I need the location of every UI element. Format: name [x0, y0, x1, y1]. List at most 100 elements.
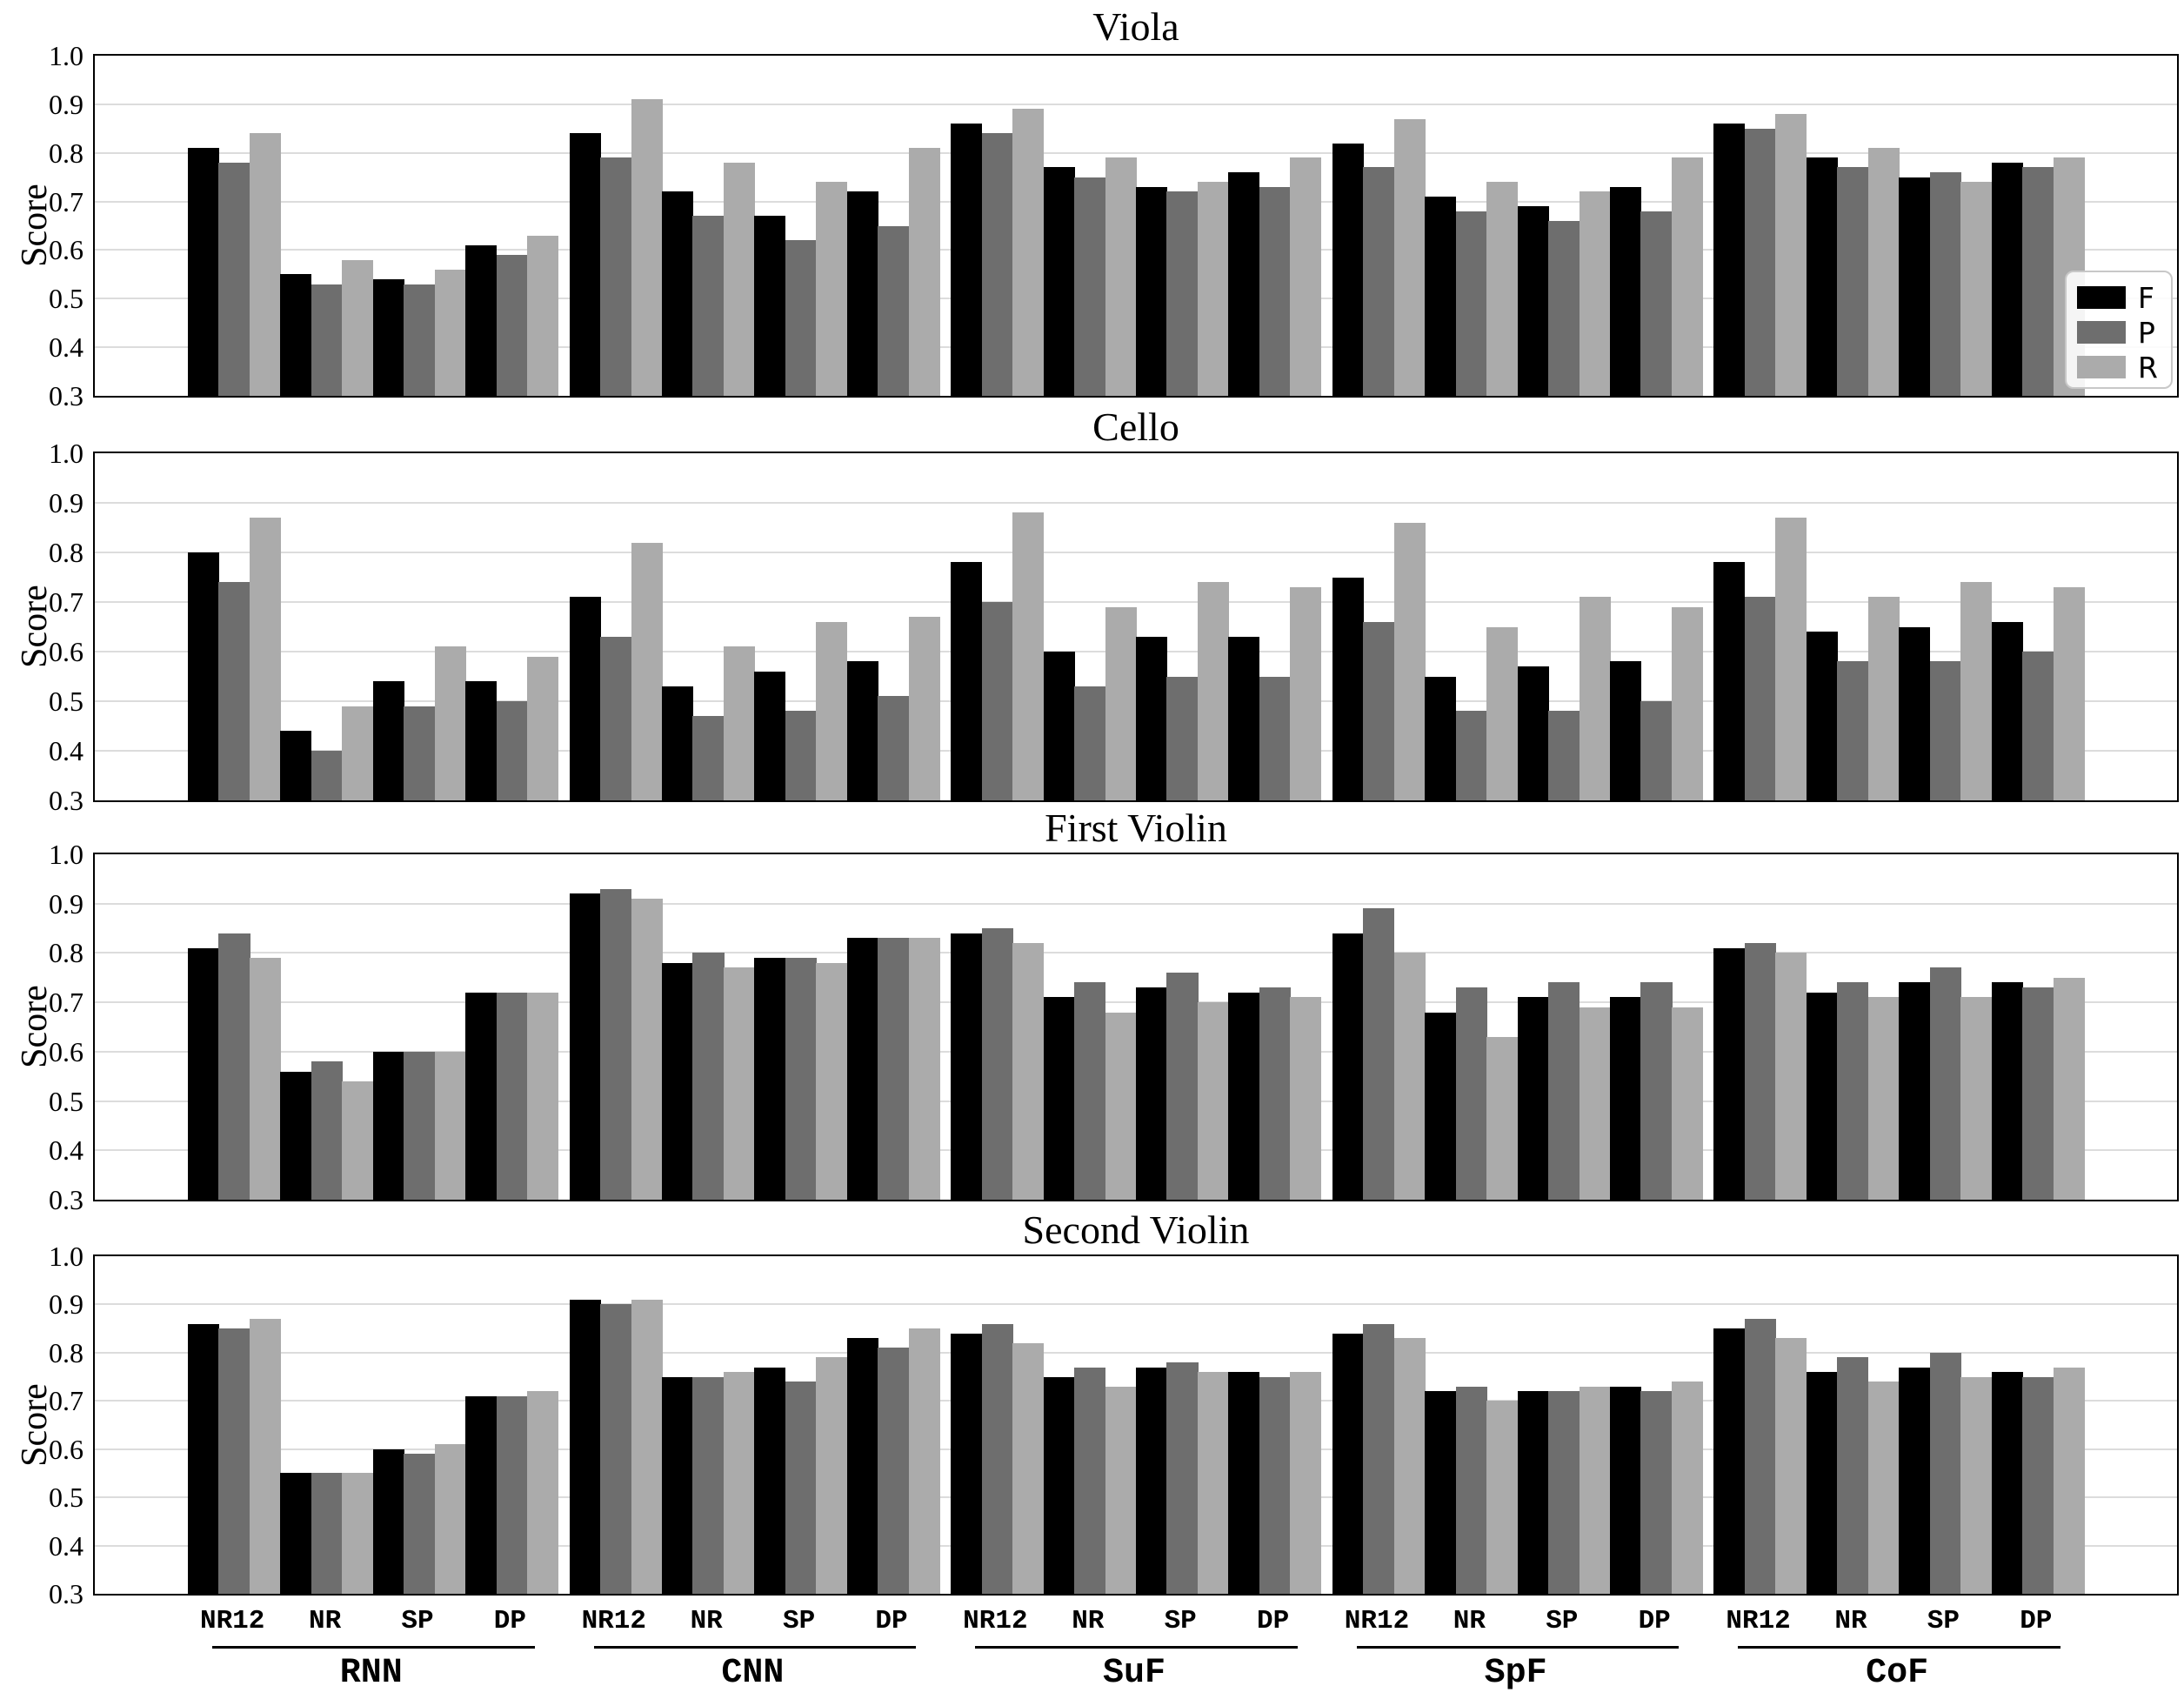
group-underline-CoF	[1738, 1646, 2060, 1649]
group-label-SpF: SpF	[1484, 1654, 1547, 1693]
y-tick-label: 0.3	[49, 1578, 83, 1609]
bar-CNN-NR12-P	[600, 157, 632, 396]
bar-SuF-SP-F	[1136, 186, 1168, 396]
y-tick-label: 1.0	[49, 1241, 83, 1272]
bar-SpF-SP-R	[1579, 1386, 1611, 1594]
bar-CoF-NR12-F	[1713, 947, 1746, 1200]
x-tick-label-CoF-NR12: NR12	[1726, 1606, 1791, 1636]
bar-SuF-SP-P	[1166, 1361, 1199, 1594]
bar-SpF-NR12-F	[1332, 577, 1364, 800]
plot-area-cello	[93, 452, 2179, 802]
bar-RNN-SP-F	[372, 278, 404, 396]
bar-RNN-SP-P	[404, 706, 436, 800]
bar-SuF-NR12-P	[981, 928, 1013, 1200]
x-tick-label-SpF-DP: DP	[1638, 1606, 1671, 1636]
bar-CoF-DP-P	[2022, 987, 2054, 1200]
bar-SuF-NR12-R	[1012, 512, 1045, 800]
y-tick-label: 0.5	[49, 283, 83, 315]
bar-CoF-DP-F	[1991, 1372, 2023, 1594]
bar-SuF-DP-R	[1290, 1372, 1322, 1594]
bar-RNN-DP-P	[496, 1395, 528, 1594]
group-label-SuF: SuF	[1102, 1654, 1165, 1693]
bar-CNN-NR-R	[723, 162, 755, 396]
subplot-title-cello: Cello	[1092, 405, 1179, 449]
bar-SuF-NR-F	[1043, 997, 1075, 1200]
bar-SpF-DP-P	[1640, 701, 1673, 800]
bar-CoF-SP-P	[1929, 1352, 1961, 1594]
bar-CNN-NR12-P	[600, 1304, 632, 1594]
bar-RNN-SP-P	[404, 284, 436, 396]
bar-CoF-NR12-R	[1775, 518, 1807, 800]
gridline	[95, 552, 2177, 553]
bar-CNN-DP-P	[878, 1348, 910, 1594]
bar-SpF-DP-R	[1671, 157, 1703, 396]
bar-CoF-DP-P	[2022, 167, 2054, 396]
bar-SpF-SP-R	[1579, 191, 1611, 396]
bar-SuF-DP-R	[1290, 586, 1322, 800]
bar-RNN-NR-P	[311, 751, 343, 800]
bar-RNN-NR-R	[342, 706, 374, 800]
bar-RNN-DP-P	[496, 255, 528, 396]
bar-SpF-DP-P	[1640, 982, 1673, 1200]
bar-CNN-NR12-R	[631, 99, 663, 396]
bar-SpF-DP-P	[1640, 1391, 1673, 1594]
bar-CoF-NR12-F	[1713, 124, 1746, 396]
bar-SuF-NR12-R	[1012, 109, 1045, 396]
bar-CoF-NR12-F	[1713, 1328, 1746, 1594]
bar-RNN-NR12-P	[218, 162, 250, 396]
bar-SpF-DP-F	[1610, 661, 1642, 800]
bar-CoF-NR12-P	[1744, 1319, 1776, 1594]
bar-SpF-NR-F	[1425, 197, 1457, 396]
gridline	[95, 601, 2177, 603]
bar-CNN-DP-F	[846, 938, 878, 1200]
bar-CNN-NR-R	[723, 1372, 755, 1594]
x-tick-label-RNN-NR12: NR12	[199, 1606, 265, 1636]
y-tick-label: 1.0	[49, 438, 83, 469]
bar-SuF-DP-R	[1290, 997, 1322, 1200]
bar-RNN-SP-R	[434, 646, 466, 800]
group-label-CoF: CoF	[1866, 1654, 1929, 1693]
x-tick-label-SpF-NR12: NR12	[1344, 1606, 1410, 1636]
bar-SpF-NR-F	[1425, 1391, 1457, 1594]
legend-swatch-p-icon	[2077, 321, 2126, 344]
y-tick-label: 0.4	[49, 331, 83, 364]
bar-CoF-NR-F	[1806, 1372, 1838, 1594]
bar-CoF-NR12-R	[1775, 1338, 1807, 1594]
bar-SuF-DP-P	[1259, 676, 1291, 800]
bar-RNN-SP-R	[434, 1051, 466, 1200]
bar-CoF-NR12-P	[1744, 943, 1776, 1200]
bar-RNN-DP-F	[465, 244, 498, 396]
bar-CNN-DP-F	[846, 661, 878, 800]
bar-SuF-NR12-F	[951, 1333, 983, 1594]
bar-CoF-SP-R	[1960, 997, 1993, 1200]
bar-SuF-SP-R	[1197, 1002, 1229, 1200]
bar-RNN-NR-R	[342, 259, 374, 396]
bar-RNN-NR-P	[311, 284, 343, 396]
y-tick-label: 0.4	[49, 1134, 83, 1167]
gridline	[95, 1351, 2177, 1354]
bar-RNN-SP-P	[404, 1454, 436, 1594]
bar-CNN-DP-P	[878, 938, 910, 1200]
bar-SpF-NR-P	[1455, 711, 1487, 800]
bar-SpF-DP-R	[1671, 1007, 1703, 1200]
bar-CNN-DP-F	[846, 1338, 878, 1594]
bar-CNN-NR-R	[723, 967, 755, 1200]
bar-SuF-SP-R	[1197, 182, 1229, 396]
bar-RNN-SP-F	[372, 1448, 404, 1594]
y-tick-label: 0.6	[49, 1035, 83, 1067]
bar-CoF-NR-P	[1837, 167, 1869, 396]
bar-SuF-SP-F	[1136, 1367, 1168, 1594]
bar-SuF-NR-R	[1105, 1386, 1137, 1594]
bar-CNN-DP-R	[908, 617, 940, 800]
y-tick-label: 0.8	[49, 937, 83, 969]
bar-CNN-SP-R	[816, 962, 848, 1200]
bar-SuF-DP-F	[1228, 636, 1260, 800]
bar-RNN-NR-P	[311, 1473, 343, 1594]
x-tick-label-CNN-SP: SP	[782, 1606, 816, 1636]
bar-CoF-DP-R	[2053, 586, 2085, 800]
bar-RNN-SP-R	[434, 269, 466, 396]
y-tick-label: 0.4	[49, 1529, 83, 1562]
bar-SpF-DP-P	[1640, 211, 1673, 396]
y-tick-label: 1.0	[49, 40, 83, 71]
